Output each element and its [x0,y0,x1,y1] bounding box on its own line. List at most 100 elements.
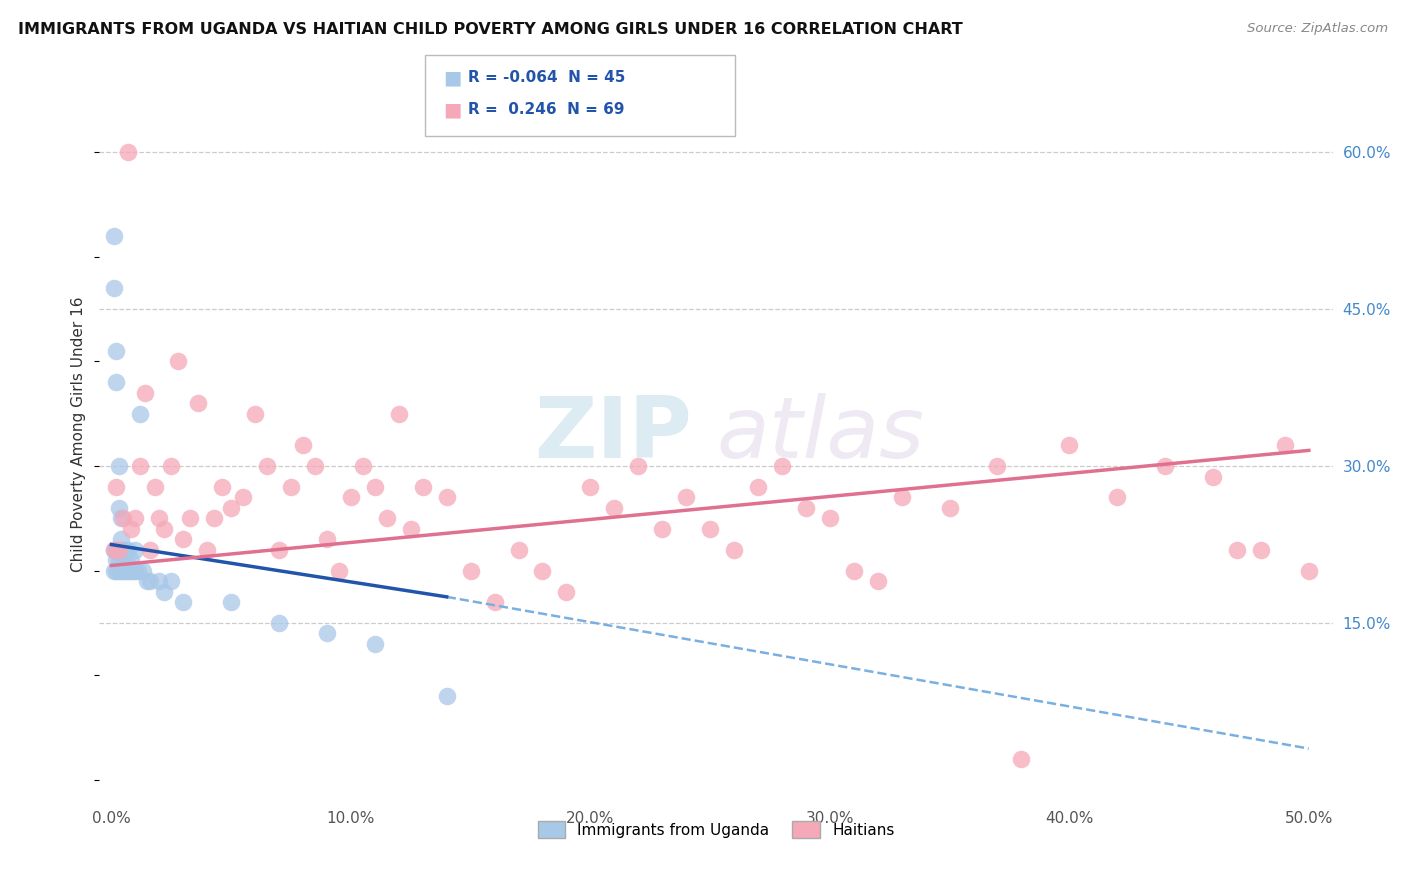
Point [747,480,769,494]
Point [120,522,142,536]
Point [603,500,626,515]
Y-axis label: Child Poverty Among Girls Under 16: Child Poverty Among Girls Under 16 [72,297,86,573]
Point [131,564,153,578]
Point [110,533,132,547]
Point [160,574,183,589]
Point [555,584,578,599]
Point [124,542,146,557]
Point [105,480,128,494]
Point [280,480,302,494]
Point [1202,469,1225,483]
Point [117,542,139,557]
Point [110,511,132,525]
Point [388,407,411,421]
Point [818,511,841,525]
Point [484,595,506,609]
Point [460,564,482,578]
Point [153,522,176,536]
Point [770,459,793,474]
Point [316,533,339,547]
Point [675,491,697,505]
Point [117,564,139,578]
Point [110,542,132,557]
Point [1250,542,1272,557]
Point [124,564,146,578]
Point [124,511,146,525]
Point [103,281,125,295]
Point [699,522,721,536]
Point [167,354,190,368]
Point [107,564,129,578]
Point [579,480,602,494]
Point [723,542,745,557]
Point [267,542,290,557]
Point [114,553,136,567]
Point [436,690,458,704]
Point [114,564,136,578]
Text: atlas: atlas [716,393,924,476]
Point [110,564,132,578]
Point [195,542,218,557]
Point [112,553,135,567]
Point [794,500,817,515]
Point [364,480,387,494]
Point [153,584,176,599]
Point [187,396,209,410]
Point [1298,564,1320,578]
Point [105,564,128,578]
Point [120,564,142,578]
Point [105,343,128,358]
Point [508,542,530,557]
Point [304,459,326,474]
Point [179,511,201,525]
Point [842,564,865,578]
Point [105,553,128,567]
Point [103,564,125,578]
Point [107,542,129,557]
Text: IMMIGRANTS FROM UGANDA VS HAITIAN CHILD POVERTY AMONG GIRLS UNDER 16 CORRELATION: IMMIGRANTS FROM UGANDA VS HAITIAN CHILD … [18,22,963,37]
Text: ■: ■ [443,100,461,120]
Point [127,564,149,578]
Text: R = -0.064  N = 45: R = -0.064 N = 45 [468,70,626,85]
Point [202,511,225,525]
Point [267,615,290,630]
Point [120,553,142,567]
Point [112,511,135,525]
Point [136,574,159,589]
Point [375,511,398,525]
Point [627,459,650,474]
Point [412,480,434,494]
Point [340,491,363,505]
Point [114,542,136,557]
Point [1059,438,1081,452]
Point [112,564,135,578]
Point [103,542,125,557]
Point [352,459,374,474]
Point [143,480,166,494]
Point [129,459,152,474]
Point [651,522,673,536]
Point [1274,438,1296,452]
Point [117,145,139,160]
Text: ■: ■ [443,68,461,87]
Point [292,438,315,452]
Point [105,542,128,557]
Text: Source: ZipAtlas.com: Source: ZipAtlas.com [1247,22,1388,36]
Point [172,595,194,609]
Point [129,407,152,421]
Legend: Immigrants from Uganda, Haitians: Immigrants from Uganda, Haitians [531,814,901,845]
Point [112,542,135,557]
Point [890,491,912,505]
Point [328,564,350,578]
Point [160,459,183,474]
Point [134,385,156,400]
Point [364,637,387,651]
Point [399,522,422,536]
Point [148,574,170,589]
Point [219,500,242,515]
Point [107,542,129,557]
Point [986,459,1008,474]
Point [219,595,242,609]
Point [148,511,170,525]
Point [138,542,160,557]
